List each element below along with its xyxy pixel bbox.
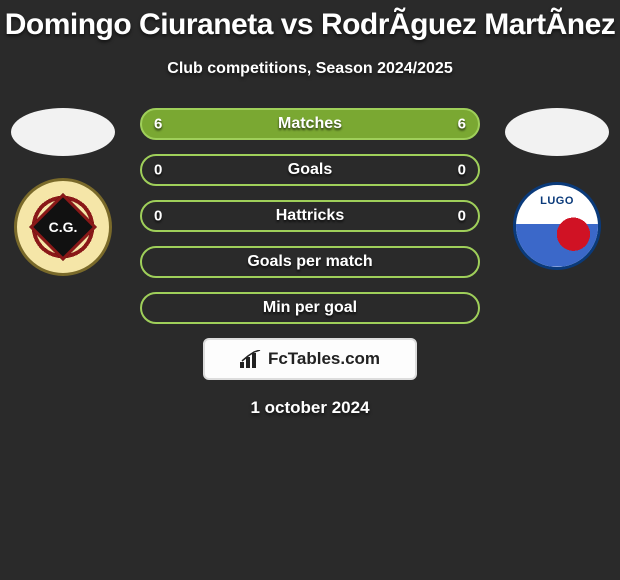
stat-row: Min per goal	[140, 292, 480, 324]
stat-label: Goals	[288, 161, 332, 179]
stat-row: 0 Hattricks 0	[140, 200, 480, 232]
stat-value-right: 0	[458, 162, 466, 179]
stat-value-right: 6	[458, 116, 466, 133]
club-badge-left-text: C.G.	[49, 219, 78, 235]
stat-row: 6 Matches 6	[140, 108, 480, 140]
stat-value-left: 0	[154, 162, 162, 179]
stat-value-left: 6	[154, 116, 162, 133]
subtitle: Club competitions, Season 2024/2025	[0, 60, 620, 78]
player-left-column: C.G.	[8, 108, 118, 276]
page-title: Domingo Ciuraneta vs RodrÃ­guez MartÃ­ne…	[0, 0, 620, 42]
date-text: 1 october 2024	[10, 398, 610, 418]
club-badge-left: C.G.	[14, 178, 112, 276]
stat-label: Matches	[278, 115, 342, 133]
player-right-column: LUGO	[502, 108, 612, 270]
player-right-photo	[505, 108, 609, 156]
stat-row: Goals per match	[140, 246, 480, 278]
player-left-photo	[11, 108, 115, 156]
attribution-text: FcTables.com	[268, 349, 380, 369]
stat-value-right: 0	[458, 208, 466, 225]
stat-label: Min per goal	[263, 299, 357, 317]
bars-icon	[240, 350, 262, 368]
stat-value-left: 0	[154, 208, 162, 225]
stat-label: Hattricks	[276, 207, 344, 225]
comparison-panel: C.G. LUGO 6 Matches 6 0 Goals 0 0 Hattricks 0 Goa…	[0, 108, 620, 418]
stats-list: 6 Matches 6 0 Goals 0 0 Hattricks 0 Goals per mat…	[140, 108, 480, 324]
attribution-badge: FcTables.com	[203, 338, 417, 380]
stat-row: 0 Goals 0	[140, 154, 480, 186]
club-badge-right: LUGO	[513, 182, 601, 270]
club-badge-right-text: LUGO	[540, 195, 574, 207]
stat-label: Goals per match	[247, 253, 372, 271]
